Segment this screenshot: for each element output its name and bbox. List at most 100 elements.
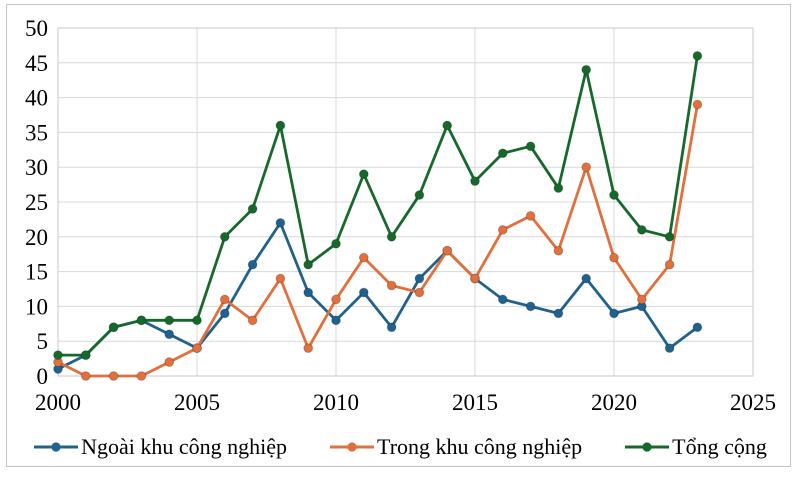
data-point-trong-khu-cong-nghiep — [331, 294, 341, 305]
data-point-trong-khu-cong-nghiep — [164, 357, 175, 367]
data-point-trong-khu-cong-nghiep — [303, 343, 314, 354]
data-point-ngoai-khu-cong-nghiep — [664, 343, 675, 354]
data-point-tong-cong — [219, 231, 230, 242]
data-point-tong-cong — [303, 259, 314, 270]
data-point-tong-cong — [247, 204, 258, 214]
data-point-trong-khu-cong-nghiep — [525, 211, 536, 221]
data-point-trong-khu-cong-nghiep — [636, 294, 647, 305]
data-point-ngoai-khu-cong-nghiep — [247, 259, 258, 270]
series-trong-khu-cong-nghiep — [53, 99, 703, 381]
legend-line-marker-icon — [625, 442, 670, 452]
data-point-trong-khu-cong-nghiep — [664, 259, 675, 270]
data-point-trong-khu-cong-nghiep — [275, 273, 286, 284]
data-point-tong-cong — [192, 315, 202, 326]
data-point-tong-cong — [136, 315, 147, 326]
data-point-trong-khu-cong-nghiep — [692, 99, 703, 110]
data-point-ngoai-khu-cong-nghiep — [581, 273, 592, 284]
data-point-tong-cong — [609, 190, 619, 200]
y-tick-label: 20 — [25, 225, 48, 250]
data-point-tong-cong — [53, 350, 63, 361]
series-ngoai-khu-cong-nghiep — [53, 217, 703, 374]
data-point-tong-cong — [80, 350, 91, 361]
y-tick-label: 35 — [25, 120, 48, 145]
legend-item-ngoai-khu-cong-nghiep: Ngoài khu công nghiệp — [33, 434, 287, 460]
x-axis-labels: 2000 2005 2010 2015 2020 2025 — [35, 390, 776, 415]
legend-label: Ngoài khu công nghiệp — [81, 434, 288, 459]
x-tick-label: 2010 — [313, 390, 359, 415]
data-point-ngoai-khu-cong-nghiep — [553, 308, 564, 319]
data-point-tong-cong — [108, 322, 119, 333]
data-point-ngoai-khu-cong-nghiep — [414, 273, 425, 284]
data-point-tong-cong — [331, 238, 341, 249]
legend-item-trong-khu-cong-nghiep: Trong khu công nghiệp — [329, 434, 582, 460]
data-point-trong-khu-cong-nghiep — [358, 252, 369, 263]
data-point-tong-cong — [358, 169, 369, 180]
legend-label: Tổng cộng — [672, 434, 767, 459]
x-tick-label: 2015 — [452, 390, 498, 415]
data-point-tong-cong — [164, 315, 175, 326]
data-point-ngoai-khu-cong-nghiep — [219, 308, 230, 319]
data-point-tong-cong — [386, 231, 397, 242]
plot-border — [57, 27, 754, 377]
y-tick-label: 25 — [25, 190, 48, 215]
data-point-trong-khu-cong-nghiep — [581, 162, 592, 173]
series-line-tong-cong — [56, 54, 699, 357]
data-point-tong-cong — [414, 190, 425, 200]
data-point-trong-khu-cong-nghiep — [219, 294, 230, 305]
y-tick-label: 15 — [25, 260, 48, 285]
data-point-ngoai-khu-cong-nghiep — [164, 329, 175, 340]
data-point-tong-cong — [470, 176, 480, 187]
data-point-trong-khu-cong-nghiep — [470, 273, 480, 284]
data-point-ngoai-khu-cong-nghiep — [331, 315, 341, 326]
data-point-ngoai-khu-cong-nghiep — [303, 287, 314, 298]
data-point-trong-khu-cong-nghiep — [136, 371, 147, 381]
data-point-ngoai-khu-cong-nghiep — [497, 294, 508, 305]
data-point-ngoai-khu-cong-nghiep — [358, 287, 369, 298]
data-point-tong-cong — [497, 148, 508, 159]
data-point-tong-cong — [581, 64, 592, 75]
x-tick-label: 2020 — [591, 390, 637, 415]
legend-item-tong-cong: Tổng cộng — [624, 434, 767, 460]
data-point-tong-cong — [275, 120, 286, 131]
data-point-ngoai-khu-cong-nghiep — [525, 301, 536, 312]
data-point-ngoai-khu-cong-nghiep — [386, 322, 397, 333]
y-axis-labels: 0 5 10 15 20 25 30 35 40 45 50 — [25, 16, 48, 389]
y-tick-label: 40 — [25, 86, 48, 111]
data-point-trong-khu-cong-nghiep — [108, 371, 119, 381]
data-point-tong-cong — [442, 120, 453, 131]
data-point-ngoai-khu-cong-nghiep — [609, 308, 619, 319]
data-point-trong-khu-cong-nghiep — [192, 343, 202, 354]
y-tick-label: 0 — [37, 364, 49, 389]
data-series — [53, 50, 703, 381]
data-point-trong-khu-cong-nghiep — [497, 224, 508, 235]
data-point-ngoai-khu-cong-nghiep — [692, 322, 703, 333]
series-line-ngoai-khu-cong-nghiep — [56, 221, 699, 371]
y-tick-label: 50 — [25, 16, 48, 41]
gridlines — [57, 27, 754, 377]
legend-line-marker-icon — [34, 442, 79, 452]
data-point-trong-khu-cong-nghiep — [386, 280, 397, 291]
data-point-ngoai-khu-cong-nghiep — [275, 217, 286, 228]
series-line-trong-khu-cong-nghiep — [56, 103, 699, 378]
x-tick-label: 2000 — [35, 390, 81, 415]
data-point-tong-cong — [692, 50, 703, 61]
data-point-tong-cong — [664, 231, 675, 242]
legend-label: Trong khu công nghiệp — [377, 434, 583, 459]
data-point-trong-khu-cong-nghiep — [414, 287, 425, 298]
data-point-trong-khu-cong-nghiep — [247, 315, 258, 326]
legend-line-marker-icon — [330, 442, 375, 452]
data-point-tong-cong — [525, 141, 536, 152]
data-point-tong-cong — [636, 224, 647, 235]
x-tick-label: 2025 — [730, 390, 776, 415]
y-tick-label: 30 — [25, 155, 48, 180]
y-tick-label: 5 — [37, 329, 49, 354]
y-tick-label: 10 — [25, 294, 48, 319]
chart-legend: Ngoài khu công nghiệp Trong khu công ngh… — [0, 426, 800, 468]
data-point-trong-khu-cong-nghiep — [609, 252, 619, 263]
data-point-trong-khu-cong-nghiep — [442, 245, 453, 256]
series-tong-cong — [53, 50, 703, 361]
x-tick-label: 2005 — [174, 390, 220, 415]
data-point-trong-khu-cong-nghiep — [553, 245, 564, 256]
y-tick-label: 45 — [25, 51, 48, 76]
